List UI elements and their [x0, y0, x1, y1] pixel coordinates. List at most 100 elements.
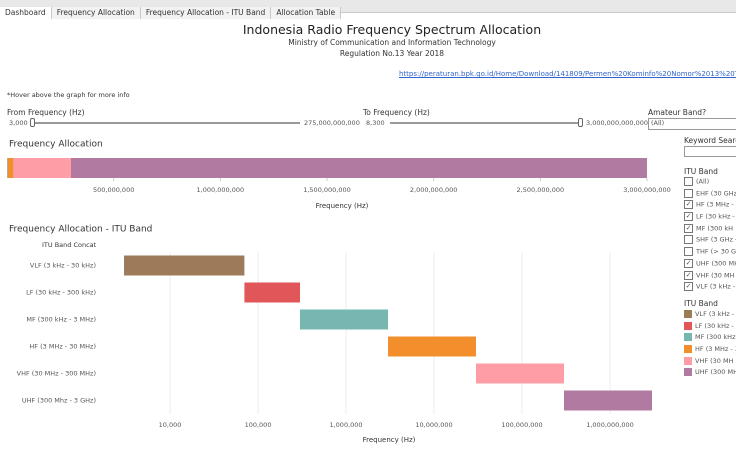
legend-swatch: [684, 310, 692, 318]
x-tick-label: 1,000,000,000: [197, 186, 245, 194]
filter-item-label: VHF (30 MH: [696, 271, 735, 279]
x-tick-label: 10,000: [159, 421, 182, 429]
legend-item: LF (30 kHz - 3: [684, 321, 736, 334]
filter-label: From Frequency (Hz): [7, 108, 85, 117]
checkbox[interactable]: ✓: [684, 258, 693, 268]
subtitle: Ministry of Communication and Informatio…: [288, 38, 496, 47]
y-tick-label: UHF (300 Mhz - 3 GHz): [22, 397, 96, 405]
checkbox[interactable]: ✓: [684, 270, 693, 280]
chart-title: Frequency Allocation: [9, 140, 103, 150]
bar-segment: [13, 158, 71, 178]
checkbox[interactable]: ✓: [684, 223, 693, 233]
legend-label: VHF (30 MH: [695, 356, 734, 365]
x-tick-label: 1,000,000: [329, 421, 362, 429]
legend-swatch: [684, 333, 692, 342]
x-tick-label: 1,500,000,000: [303, 186, 351, 194]
filter-item[interactable]: (All): [684, 177, 736, 189]
tab-bar: Dashboard Frequency Allocation Frequency A…: [0, 0, 736, 19]
slider-max: 3,000,000,000,000: [586, 119, 649, 127]
legend-label: VLF (3 kHz - 3: [695, 310, 736, 318]
filter-item[interactable]: ✓ LF (30 kHz -: [684, 212, 736, 224]
legend-label: LF (30 kHz - 3: [695, 321, 736, 330]
slider-min: 3,000: [9, 119, 28, 127]
checkbox[interactable]: [684, 188, 693, 198]
filter-item[interactable]: ✓ HF (3 MHz -: [684, 200, 736, 212]
legend-swatch: [684, 321, 692, 330]
filter-item-label: THF (> 30 G: [696, 247, 736, 256]
x-tick-label: 100,000,000: [501, 421, 542, 429]
chart-title: Frequency Allocation - ITU Band: [9, 225, 152, 235]
y-tick-label: HF (3 MHz - 30 MHz): [29, 343, 96, 351]
band-bar: [563, 390, 652, 411]
tab[interactable]: Allocation Table: [271, 7, 342, 19]
y-tick-label: MF (300 kHz - 3 MHz): [26, 316, 96, 324]
legend-title: ITU Band: [684, 299, 718, 308]
legend-item: VLF (3 kHz - 3: [684, 310, 736, 322]
search-label: Keyword Search: [684, 136, 736, 145]
source-link[interactable]: https://peraturan.bpk.go.id/Home/Downloa…: [399, 70, 736, 78]
checkbox[interactable]: [684, 247, 693, 257]
checkbox[interactable]: ✓: [684, 282, 693, 292]
filter-item[interactable]: EHF (30 GHz -: [684, 188, 736, 201]
legend-label: UHF (300 MH: [695, 368, 736, 377]
slider-track[interactable]: [390, 122, 580, 124]
x-tick-label: 1,000,000,000: [586, 421, 634, 429]
checkbox[interactable]: [684, 235, 693, 245]
x-tick-label: 3,000,000,000: [623, 186, 671, 194]
slider-track[interactable]: [32, 122, 300, 124]
filter-item-label: LF (30 kHz -: [696, 212, 735, 221]
legend-item: UHF (300 MH: [684, 368, 736, 380]
legend: VLF (3 kHz - 3 LF (30 kHz - 3 MF (300 kHz H…: [684, 310, 736, 380]
band-bar: [388, 336, 476, 357]
regulation: Regulation No.13 Year 2018: [339, 49, 445, 58]
y-tick-label: VHF (30 MHz - 300 MHz): [17, 370, 96, 378]
legend-item: MF (300 kHz: [684, 333, 736, 345]
band-filter: (All)EHF (30 GHz -✓HF (3 MHz -✓LF (30 kH…: [684, 177, 736, 294]
tab[interactable]: Dashboard: [0, 7, 52, 19]
filter-label: Amateur Band?: [648, 108, 707, 117]
band-bar: [124, 255, 245, 276]
filter-item-label: (All): [696, 177, 710, 186]
filter-item-label: VLF (3 kHz -: [696, 282, 736, 291]
legend-label: MF (300 kHz: [695, 333, 736, 342]
filter-item[interactable]: ✓ VLF (3 kHz -: [684, 282, 736, 294]
filter-item[interactable]: ✓ UHF (300 MH: [684, 258, 736, 271]
slider-knob[interactable]: [30, 118, 35, 127]
filter-item-label: MF (300 kH: [696, 224, 734, 233]
y-tick-label: VLF (3 kHz - 30 kHz): [30, 262, 96, 270]
band-bar: [300, 309, 389, 330]
checkbox[interactable]: ✓: [684, 200, 693, 210]
x-tick-label: 2,000,000,000: [410, 186, 458, 194]
chart-frequency-allocation: Frequency Allocation 500,000,000 1,000,000…: [7, 140, 671, 210]
legend-item: HF (3 MHz - 3: [684, 345, 736, 357]
filter-item-label: EHF (30 GHz -: [696, 189, 736, 198]
y-header: ITU Band Concat: [42, 241, 97, 249]
page-title: Indonesia Radio Frequency Spectrum Alloc…: [242, 22, 542, 37]
filter-item[interactable]: SHF (3 GHz -: [684, 235, 736, 247]
x-axis-title: Frequency (Hz): [363, 436, 416, 444]
filter-item-label: UHF (300 MH: [696, 259, 736, 268]
filter-label: To Frequency (Hz): [363, 108, 430, 117]
hint: *Hover above the graph for more info: [7, 91, 130, 99]
search-input[interactable]: [684, 146, 736, 157]
checkbox[interactable]: ✓: [684, 212, 693, 222]
filter-item-label: SHF (3 GHz -: [696, 235, 736, 244]
tab[interactable]: Frequency Allocation - ITU Band: [140, 7, 272, 19]
filter-item[interactable]: THF (> 30 G: [684, 247, 736, 259]
band-bar: [244, 282, 301, 303]
slider-knob[interactable]: [578, 118, 583, 127]
filter-item[interactable]: ✓ VHF (30 MH: [684, 270, 736, 283]
checkbox[interactable]: [684, 177, 693, 186]
dropdown[interactable]: (All): [648, 118, 736, 130]
legend-swatch: [684, 345, 692, 354]
legend-swatch: [684, 368, 692, 377]
y-tick-label: LF (30 kHz - 300 kHz): [26, 289, 96, 297]
tab[interactable]: Frequency Allocation: [51, 7, 141, 19]
filter-item[interactable]: ✓ MF (300 kH: [684, 223, 736, 236]
x-tick-label: 2,500,000,000: [517, 186, 565, 194]
bar-segment: [7, 158, 14, 178]
legend-label: HF (3 MHz - 3: [695, 345, 736, 354]
slider-min: 8,300: [366, 119, 385, 127]
chart-itu-band: Frequency Allocation - ITU Band ITU Band …: [9, 225, 652, 444]
